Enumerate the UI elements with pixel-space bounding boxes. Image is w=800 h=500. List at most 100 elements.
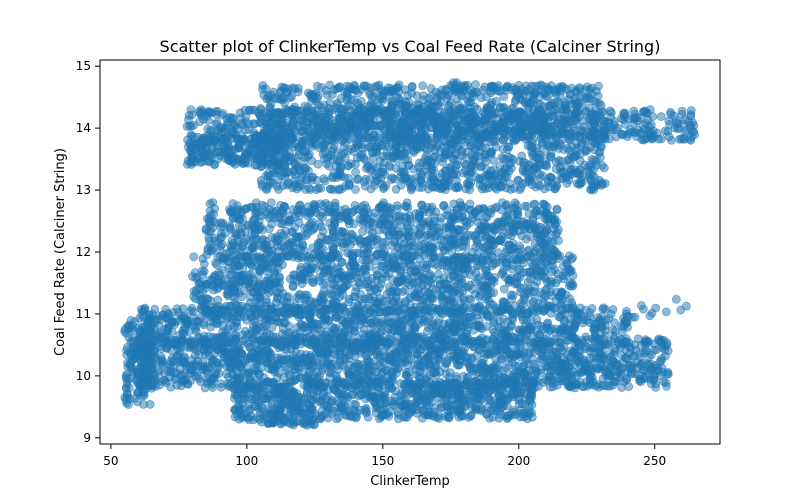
scatter-point [361, 174, 371, 184]
scatter-point [363, 101, 373, 111]
scatter-point [249, 243, 259, 252]
scatter-point [551, 230, 561, 240]
scatter-point [300, 290, 310, 300]
scatter-point [542, 160, 551, 170]
scatter-point [213, 295, 223, 305]
scatter-point [267, 142, 277, 152]
scatter-point [264, 168, 273, 178]
scatter-point [551, 164, 561, 174]
scatter-point [321, 265, 331, 275]
scatter-point [538, 289, 548, 299]
scatter-point [329, 141, 339, 151]
scatter-point [471, 242, 481, 252]
scatter-point [240, 158, 250, 167]
scatter-point [532, 265, 542, 275]
scatter-point [591, 179, 601, 188]
scatter-point [189, 252, 199, 262]
scatter-point [263, 128, 273, 138]
scatter-point [478, 204, 488, 213]
scatter-point [556, 289, 566, 299]
scatter-point [197, 266, 207, 276]
scatter-point [302, 224, 312, 234]
scatter-point [351, 159, 360, 169]
scatter-point [458, 264, 468, 274]
scatter-point [452, 170, 461, 179]
scatter-point [245, 273, 254, 283]
scatter-point [570, 110, 580, 119]
scatter-point [547, 278, 556, 287]
scatter-point [379, 198, 389, 208]
scatter-point [564, 130, 574, 140]
scatter-point [348, 252, 357, 262]
scatter-point [218, 218, 228, 228]
scatter-point [366, 83, 376, 93]
scatter-point [531, 110, 541, 120]
scatter-point [666, 135, 676, 145]
scatter-point [474, 272, 484, 282]
scatter-point [294, 201, 304, 211]
scatter-point [453, 290, 463, 299]
scatter-point [452, 183, 462, 193]
scatter-point [493, 217, 503, 227]
scatter-point [311, 96, 321, 106]
scatter-point [464, 126, 474, 136]
scatter-point [269, 267, 279, 277]
scatter-point [226, 206, 236, 216]
scatter-point [481, 156, 491, 166]
scatter-point [351, 167, 360, 177]
scatter-point [368, 147, 378, 157]
scatter-point [639, 107, 648, 117]
scatter-point [404, 232, 413, 241]
scatter-point [394, 87, 404, 96]
scatter-point [444, 242, 454, 252]
scatter-point [689, 120, 699, 130]
scatter-point [288, 183, 298, 193]
scatter-point [369, 130, 379, 140]
scatter-point [530, 293, 540, 303]
scatter-point [451, 135, 461, 145]
scatter-point [516, 183, 526, 193]
scatter-point [290, 84, 300, 94]
scatter-point [250, 133, 260, 143]
scatter-point [432, 101, 442, 111]
scatter-point [297, 253, 307, 263]
scatter-point [286, 156, 296, 166]
scatter-point [529, 199, 539, 209]
scatter-point [334, 184, 344, 194]
scatter-point [359, 153, 369, 163]
scatter-point [418, 167, 427, 177]
scatter-point [239, 286, 249, 296]
scatter-point [439, 273, 449, 283]
scatter-point [425, 271, 435, 281]
scatter-point [559, 83, 569, 92]
scatter-point [369, 213, 379, 223]
scatter-point [283, 127, 293, 137]
scatter-point [336, 150, 346, 160]
scatter-point [195, 284, 205, 294]
scatter-point [321, 137, 331, 147]
scatter-point [356, 295, 366, 304]
scatter-point [555, 140, 565, 150]
scatter-point [446, 98, 456, 108]
scatter-point [425, 229, 435, 238]
scatter-point [368, 120, 378, 130]
scatter-point [326, 289, 336, 299]
scatter-point [526, 251, 535, 261]
scatter-point [184, 327, 194, 337]
scatter-point [364, 294, 374, 304]
scatter-point [244, 257, 254, 267]
scatter-point [535, 181, 545, 191]
scatter-point [389, 297, 399, 307]
scatter-point [218, 135, 228, 145]
scatter-point [523, 277, 533, 287]
scatter-point [504, 152, 513, 162]
scatter-point [370, 256, 380, 266]
scatter-point [539, 228, 549, 238]
scatter-point [233, 236, 243, 245]
scatter-point [352, 175, 362, 184]
scatter-point [261, 84, 271, 93]
scatter-point [497, 306, 506, 316]
scatter-point [385, 117, 395, 127]
scatter-point [496, 182, 506, 192]
scatter-point [228, 213, 238, 223]
